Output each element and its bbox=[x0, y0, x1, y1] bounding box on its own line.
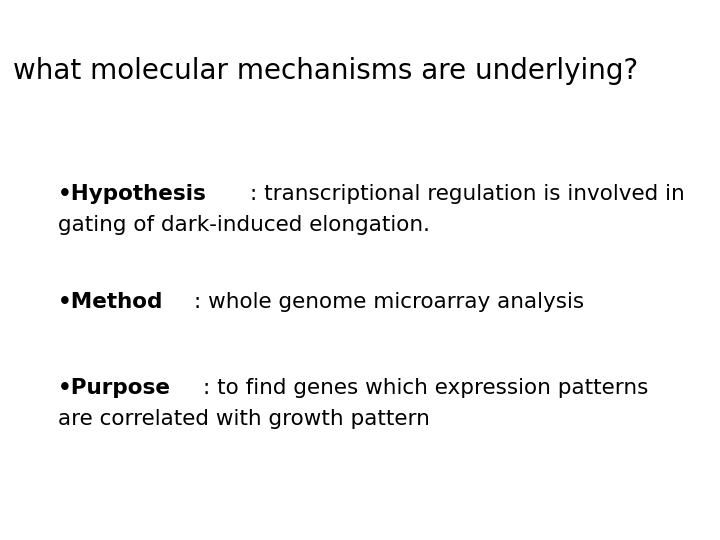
Text: •Purpose: •Purpose bbox=[58, 378, 171, 398]
Text: : whole genome microarray analysis: : whole genome microarray analysis bbox=[194, 292, 584, 312]
Text: : to find genes which expression patterns: : to find genes which expression pattern… bbox=[204, 378, 649, 398]
Text: •Method: •Method bbox=[58, 292, 163, 312]
Text: : transcriptional regulation is involved in: : transcriptional regulation is involved… bbox=[250, 184, 685, 204]
Text: what molecular mechanisms are underlying?: what molecular mechanisms are underlying… bbox=[13, 57, 638, 85]
Text: •Hypothesis: •Hypothesis bbox=[58, 184, 207, 204]
Text: gating of dark-induced elongation.: gating of dark-induced elongation. bbox=[58, 215, 430, 235]
Text: are correlated with growth pattern: are correlated with growth pattern bbox=[58, 409, 429, 429]
